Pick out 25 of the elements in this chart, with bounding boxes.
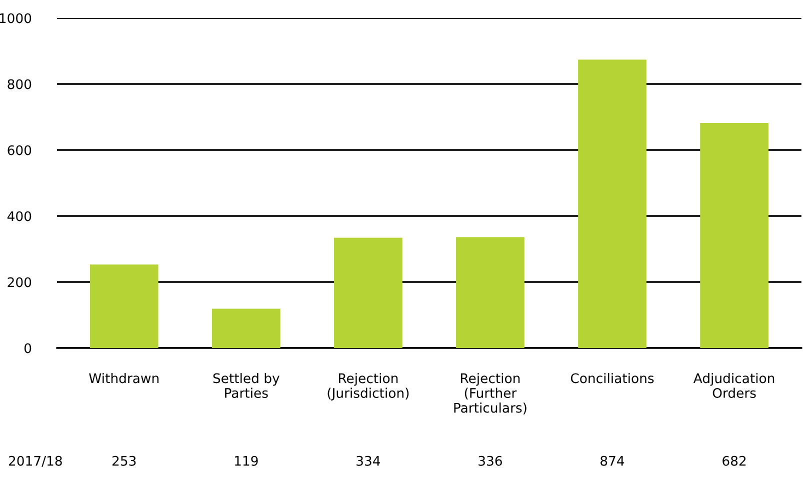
- y-tick-label: 400: [7, 211, 32, 222]
- bar: [90, 264, 158, 348]
- x-tick-label: Rejection (Jurisdiction): [328, 373, 409, 400]
- data-label: 119: [235, 456, 258, 466]
- data-label: 336: [478, 456, 502, 466]
- text: 2017/18: [8, 456, 62, 467]
- data-label: 874: [600, 456, 624, 466]
- y-tick-label: 200: [8, 277, 32, 288]
- data-label: 334: [356, 456, 380, 466]
- bar: [700, 122, 768, 348]
- bar: [456, 237, 524, 348]
- y-tick-label: 600: [8, 145, 32, 156]
- bar: [212, 308, 280, 348]
- x-tick-label: Conciliations: [570, 373, 654, 384]
- y-tick-label: 0: [24, 343, 32, 354]
- y-tick-label: 800: [8, 79, 32, 90]
- x-tick-label: Settled by Parties: [213, 373, 280, 398]
- data-label: 682: [722, 456, 746, 466]
- bar: [334, 238, 402, 348]
- y-tick-label: 1000: [0, 13, 32, 24]
- data-label: 253: [112, 456, 136, 466]
- x-tick-label: Rejection (Further Particulars): [454, 373, 526, 414]
- x-tick-label: Withdrawn: [89, 373, 158, 384]
- x-tick-label: Adjudication Orders: [693, 373, 774, 398]
- bar: [578, 60, 646, 348]
